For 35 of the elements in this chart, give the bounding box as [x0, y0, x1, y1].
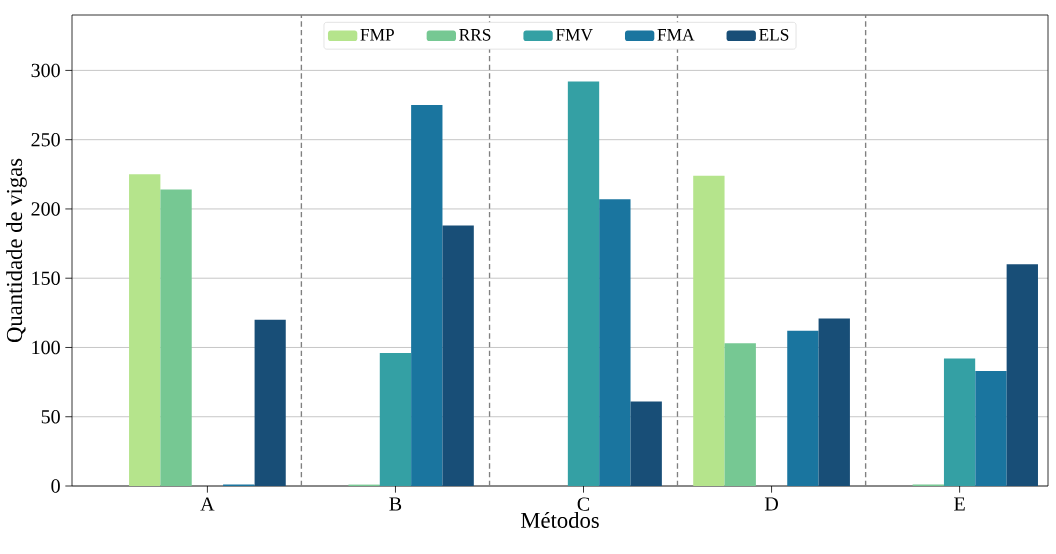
y-tick-label: 0 [51, 479, 60, 493]
legend-label: ELS [759, 29, 789, 41]
x-tick-label: C [577, 497, 590, 511]
bar [818, 318, 850, 486]
x-axis-title: Métodos [520, 511, 599, 528]
legend-label: RRS [459, 29, 491, 41]
y-tick-label: 50 [41, 409, 60, 424]
bar [254, 319, 286, 486]
bar [943, 358, 976, 486]
y-tick-label: 150 [32, 271, 60, 285]
bar [160, 189, 192, 486]
y-tick-label: 100 [32, 340, 60, 355]
bar [442, 225, 474, 486]
y-tick-label: 200 [31, 202, 60, 216]
x-tick-label: B [389, 497, 402, 511]
legend-label: FMP [360, 29, 394, 41]
bar [787, 330, 819, 486]
x-tick-label: E [954, 497, 965, 511]
y-axis-title: Quantidade de vigas [6, 158, 27, 343]
y-tick-label: 300 [31, 63, 60, 78]
legend-label: FMV [555, 29, 593, 41]
x-tick-label: D [764, 497, 778, 511]
bar [599, 199, 631, 486]
bar [1006, 264, 1038, 486]
bar [411, 105, 443, 486]
bar [379, 353, 412, 486]
bar [630, 401, 662, 486]
bar [567, 81, 600, 486]
bar [129, 174, 161, 486]
y-tick-label: 250 [31, 132, 60, 147]
bar [724, 343, 756, 486]
legend-label: FMA [657, 29, 695, 41]
bar [975, 371, 1007, 486]
x-tick-label: A [200, 497, 215, 511]
bar [693, 175, 725, 486]
